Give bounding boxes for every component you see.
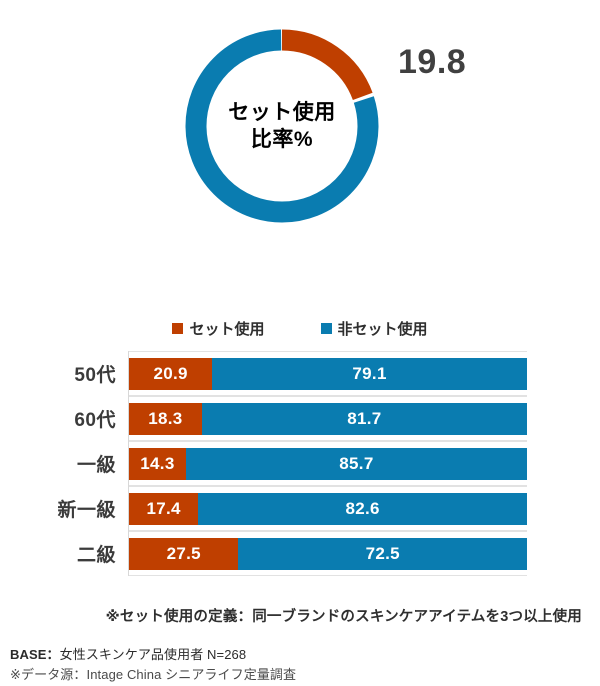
bar-row-label: 二級	[76, 545, 116, 566]
source-origin-line: ※データ源：Intage China シニアライフ定量調査	[10, 667, 297, 683]
source-base-value: 女性スキンケア品使用者 N=268	[59, 647, 247, 662]
bar-row: 50代 20.9 79.1	[0, 351, 600, 396]
bar-row: 新一級 17.4 82.6	[0, 486, 600, 531]
legend-label-set-use: セット使用	[189, 321, 265, 338]
stacked-bar-chart: 50代 20.9 79.1 60代 18.3 81.7 一級 14.3 85.7 新一級 17.4 8…	[0, 351, 600, 576]
bar-segment-set-use: 14.3	[129, 447, 186, 480]
bar-row-label: 新一級	[57, 500, 116, 521]
bar-segment-non-set-use: 81.7	[201, 402, 527, 435]
bar-track: 18.3 81.7	[128, 396, 527, 441]
donut-value-annotation: 19.8	[398, 43, 467, 81]
square-marker-icon	[172, 323, 184, 334]
bar-row-label: 60代	[74, 410, 116, 431]
source-block: BASE：女性スキンケア品使用者 N=268 ※データ源：Intage Chin…	[10, 645, 590, 685]
bar-segment-non-set-use: 79.1	[212, 357, 527, 390]
bar-track: 14.3 85.7	[128, 441, 527, 486]
bar-segment-set-use: 27.5	[129, 537, 239, 570]
bar-track: 20.9 79.1	[128, 351, 527, 396]
legend-label-non-set-use: 非セット使用	[337, 321, 428, 338]
bar-segment-non-set-use: 85.7	[185, 447, 527, 480]
bar-row: 二級 27.5 72.5	[0, 531, 600, 576]
bar-segment-non-set-use: 82.6	[198, 492, 527, 525]
definition-footnote: ※セット使用の定義：同一ブランドのスキンケアアイテムを3つ以上使用	[105, 609, 582, 625]
bar-segment-non-set-use: 72.5	[238, 537, 527, 570]
bar-segment-set-use: 20.9	[129, 357, 213, 390]
donut-chart: セット使用 比率%	[184, 28, 380, 224]
bar-row-label: 一級	[76, 455, 116, 476]
donut-chart-section: セット使用 比率% 19.8	[0, 0, 600, 295]
donut-arc-set-use	[185, 29, 379, 223]
bar-track: 27.5 72.5	[128, 531, 527, 576]
legend-item-non-set-use: 非セット使用	[320, 318, 428, 339]
source-base-line: BASE：女性スキンケア品使用者 N=268	[10, 645, 590, 665]
square-marker-icon	[320, 323, 332, 334]
source-base-key: BASE：	[10, 647, 60, 662]
bar-track: 17.4 82.6	[128, 486, 527, 531]
bar-segment-set-use: 18.3	[129, 402, 202, 435]
bar-row-label: 50代	[74, 365, 116, 386]
donut-arc-non-set-use	[185, 29, 379, 223]
legend-item-set-use: セット使用	[172, 318, 265, 339]
donut-chart-svg	[185, 29, 379, 223]
chart-legend: セット使用 非セット使用	[0, 318, 600, 339]
bar-row: 一級 14.3 85.7	[0, 441, 600, 486]
bar-row: 60代 18.3 81.7	[0, 396, 600, 441]
bar-segment-set-use: 17.4	[129, 492, 199, 525]
